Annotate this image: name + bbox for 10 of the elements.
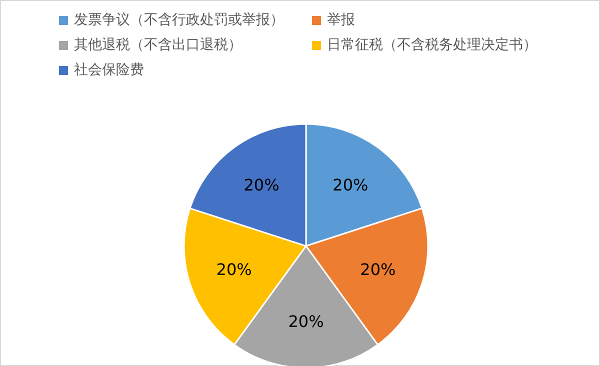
data-label: 20% bbox=[216, 260, 252, 279]
data-label: 20% bbox=[332, 175, 368, 194]
legend-label: 举报 bbox=[327, 11, 355, 29]
legend-label: 日常征税（不含税务处理决定书） bbox=[327, 36, 537, 54]
data-label: 20% bbox=[360, 260, 396, 279]
legend-label: 其他退税（不含出口退税） bbox=[74, 36, 242, 54]
legend-label: 发票争议（不含行政处罚或举报） bbox=[74, 11, 284, 29]
legend-label: 社会保险费 bbox=[74, 61, 144, 79]
data-label: 20% bbox=[288, 312, 324, 332]
data-label: 20% bbox=[244, 175, 280, 194]
